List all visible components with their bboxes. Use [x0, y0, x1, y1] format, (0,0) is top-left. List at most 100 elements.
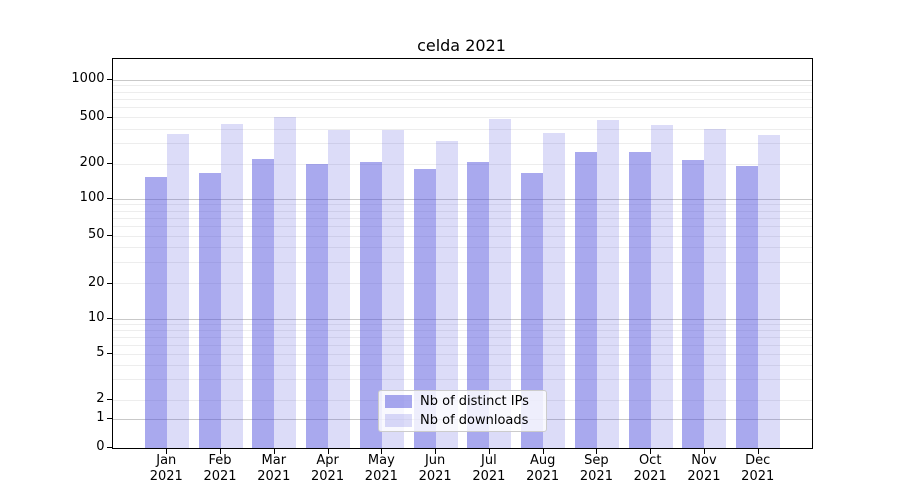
- legend-swatch-downloads: [385, 414, 412, 427]
- y-tick-mark: [106, 318, 112, 320]
- x-tick-mark: [650, 448, 652, 454]
- bar-distinct-ips-jun: [413, 169, 436, 448]
- gridline-minor: [113, 283, 812, 285]
- bar-distinct-ips-aug: [521, 172, 544, 448]
- y-tick-mark: [106, 353, 112, 355]
- gridline-minor: [113, 143, 812, 145]
- legend-swatch-distinct-ips: [385, 395, 412, 408]
- legend-label-distinct-ips: Nb of distinct IPs: [420, 394, 529, 409]
- x-tick-mark: [435, 448, 437, 454]
- bar-downloads-aug: [543, 132, 566, 448]
- gridline-major: [113, 79, 812, 81]
- gridline-minor: [113, 365, 812, 366]
- y-tick-label: 20: [87, 274, 105, 290]
- bar-downloads-may: [381, 129, 404, 448]
- gridline-minor: [113, 336, 812, 338]
- x-tick-mark: [273, 448, 275, 454]
- x-tick-mark: [488, 448, 490, 454]
- y-tick-mark: [106, 235, 112, 236]
- x-tick-label: Oct 2021: [633, 452, 667, 484]
- x-tick-label: Jul 2021: [472, 452, 506, 484]
- y-tick-mark: [106, 163, 112, 165]
- bar-downloads-jul: [489, 119, 512, 448]
- gridline-minor: [113, 225, 812, 227]
- y-tick-mark: [106, 399, 112, 401]
- x-tick-mark: [542, 448, 544, 454]
- y-tick-label: 50: [87, 227, 105, 242]
- gridline-minor: [113, 210, 812, 212]
- y-tick-label: 0: [96, 439, 105, 454]
- gridline-minor: [113, 217, 812, 219]
- bar-downloads-oct: [650, 124, 673, 448]
- bar-distinct-ips-apr: [306, 164, 329, 448]
- gridline-minor: [113, 379, 812, 381]
- bar-downloads-jan: [166, 133, 189, 448]
- bar-distinct-ips-mar: [252, 158, 275, 448]
- chart-title: celda 2021: [417, 36, 506, 55]
- bar-distinct-ips-feb: [198, 173, 221, 448]
- bar-distinct-ips-nov: [682, 160, 705, 448]
- y-tick-mark: [106, 447, 112, 448]
- bar-distinct-ips-may: [359, 162, 382, 448]
- y-tick-label: 500: [79, 108, 105, 124]
- x-tick-mark: [381, 448, 383, 454]
- gridline-minor: [113, 235, 812, 237]
- gridline-minor: [113, 262, 812, 264]
- gridline-minor: [113, 128, 812, 130]
- x-tick-label: Dec 2021: [741, 452, 775, 484]
- y-tick-mark: [106, 282, 112, 284]
- bar-downloads-nov: [704, 128, 727, 448]
- y-tick-mark: [106, 198, 112, 200]
- gridline-minor: [113, 204, 812, 206]
- gridline-minor: [113, 91, 812, 93]
- gridline-minor: [113, 330, 812, 332]
- bar-downloads-sep: [596, 120, 619, 448]
- gridline-minor: [113, 324, 812, 326]
- gridline-minor: [113, 107, 812, 109]
- gridline-major: [113, 198, 812, 200]
- bar-distinct-ips-sep: [574, 151, 597, 448]
- legend-item-distinct-ips: Nb of distinct IPs: [385, 394, 540, 409]
- y-tick-label: 1000: [71, 71, 105, 86]
- gridline-minor: [113, 98, 812, 100]
- x-tick-label: Jan 2021: [149, 452, 183, 484]
- y-tick-label: 5: [96, 345, 105, 361]
- gridline-minor: [113, 117, 812, 119]
- x-tick-label: Mar 2021: [257, 452, 291, 484]
- x-tick-mark: [703, 448, 705, 454]
- x-tick-mark: [166, 448, 168, 454]
- legend: Nb of distinct IPs Nb of downloads: [378, 390, 547, 432]
- gridline-minor: [113, 247, 812, 249]
- y-tick-mark: [106, 116, 112, 118]
- gridline-minor: [113, 353, 812, 355]
- gridline-minor: [113, 85, 812, 87]
- y-tick-mark: [106, 79, 112, 80]
- x-tick-mark: [596, 448, 598, 454]
- y-tick-label: 10: [87, 310, 105, 326]
- y-tick-label: 1: [96, 410, 105, 426]
- gridline-minor: [113, 344, 812, 346]
- x-tick-label: Sep 2021: [579, 452, 613, 484]
- legend-label-downloads: Nb of downloads: [420, 413, 529, 428]
- gridline-minor: [113, 163, 812, 165]
- x-tick-label: Aug 2021: [526, 452, 560, 484]
- x-tick-label: Apr 2021: [311, 452, 345, 484]
- bar-distinct-ips-dec: [736, 166, 759, 448]
- legend-item-downloads: Nb of downloads: [385, 413, 540, 428]
- y-tick-label: 100: [79, 190, 105, 206]
- y-tick-label: 2: [96, 391, 105, 407]
- x-tick-label: Jun 2021: [418, 452, 452, 484]
- x-tick-mark: [220, 448, 222, 454]
- bar-downloads-dec: [758, 135, 781, 448]
- bar-distinct-ips-jan: [144, 176, 167, 448]
- bar-downloads-mar: [274, 117, 297, 448]
- bar-downloads-apr: [328, 129, 351, 448]
- y-tick-label: 200: [79, 155, 105, 171]
- x-tick-label: Feb 2021: [203, 452, 237, 484]
- x-tick-label: May 2021: [364, 452, 398, 484]
- x-tick-label: Nov 2021: [687, 452, 721, 484]
- bar-downloads-feb: [220, 124, 243, 448]
- y-tick-mark: [106, 418, 112, 420]
- bar-distinct-ips-jul: [467, 162, 490, 448]
